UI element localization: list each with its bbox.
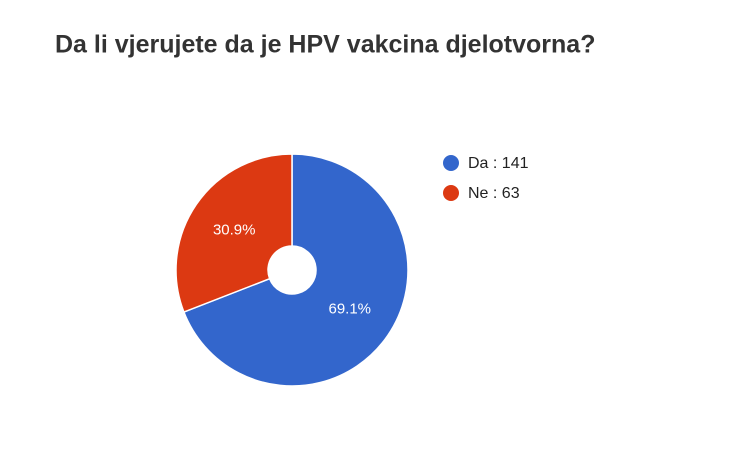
legend-label: Da : 141 bbox=[468, 155, 529, 172]
chart-title: Da li vjerujete da je HPV vakcina djelot… bbox=[55, 31, 595, 59]
pie-slice bbox=[175, 153, 293, 313]
slice-label: 30.9% bbox=[213, 221, 256, 238]
legend-swatch bbox=[443, 155, 459, 171]
pie-slice bbox=[182, 153, 409, 387]
legend-swatch bbox=[443, 185, 459, 201]
legend-label: Ne : 63 bbox=[468, 185, 520, 202]
slice-label: 69.1% bbox=[328, 300, 371, 317]
